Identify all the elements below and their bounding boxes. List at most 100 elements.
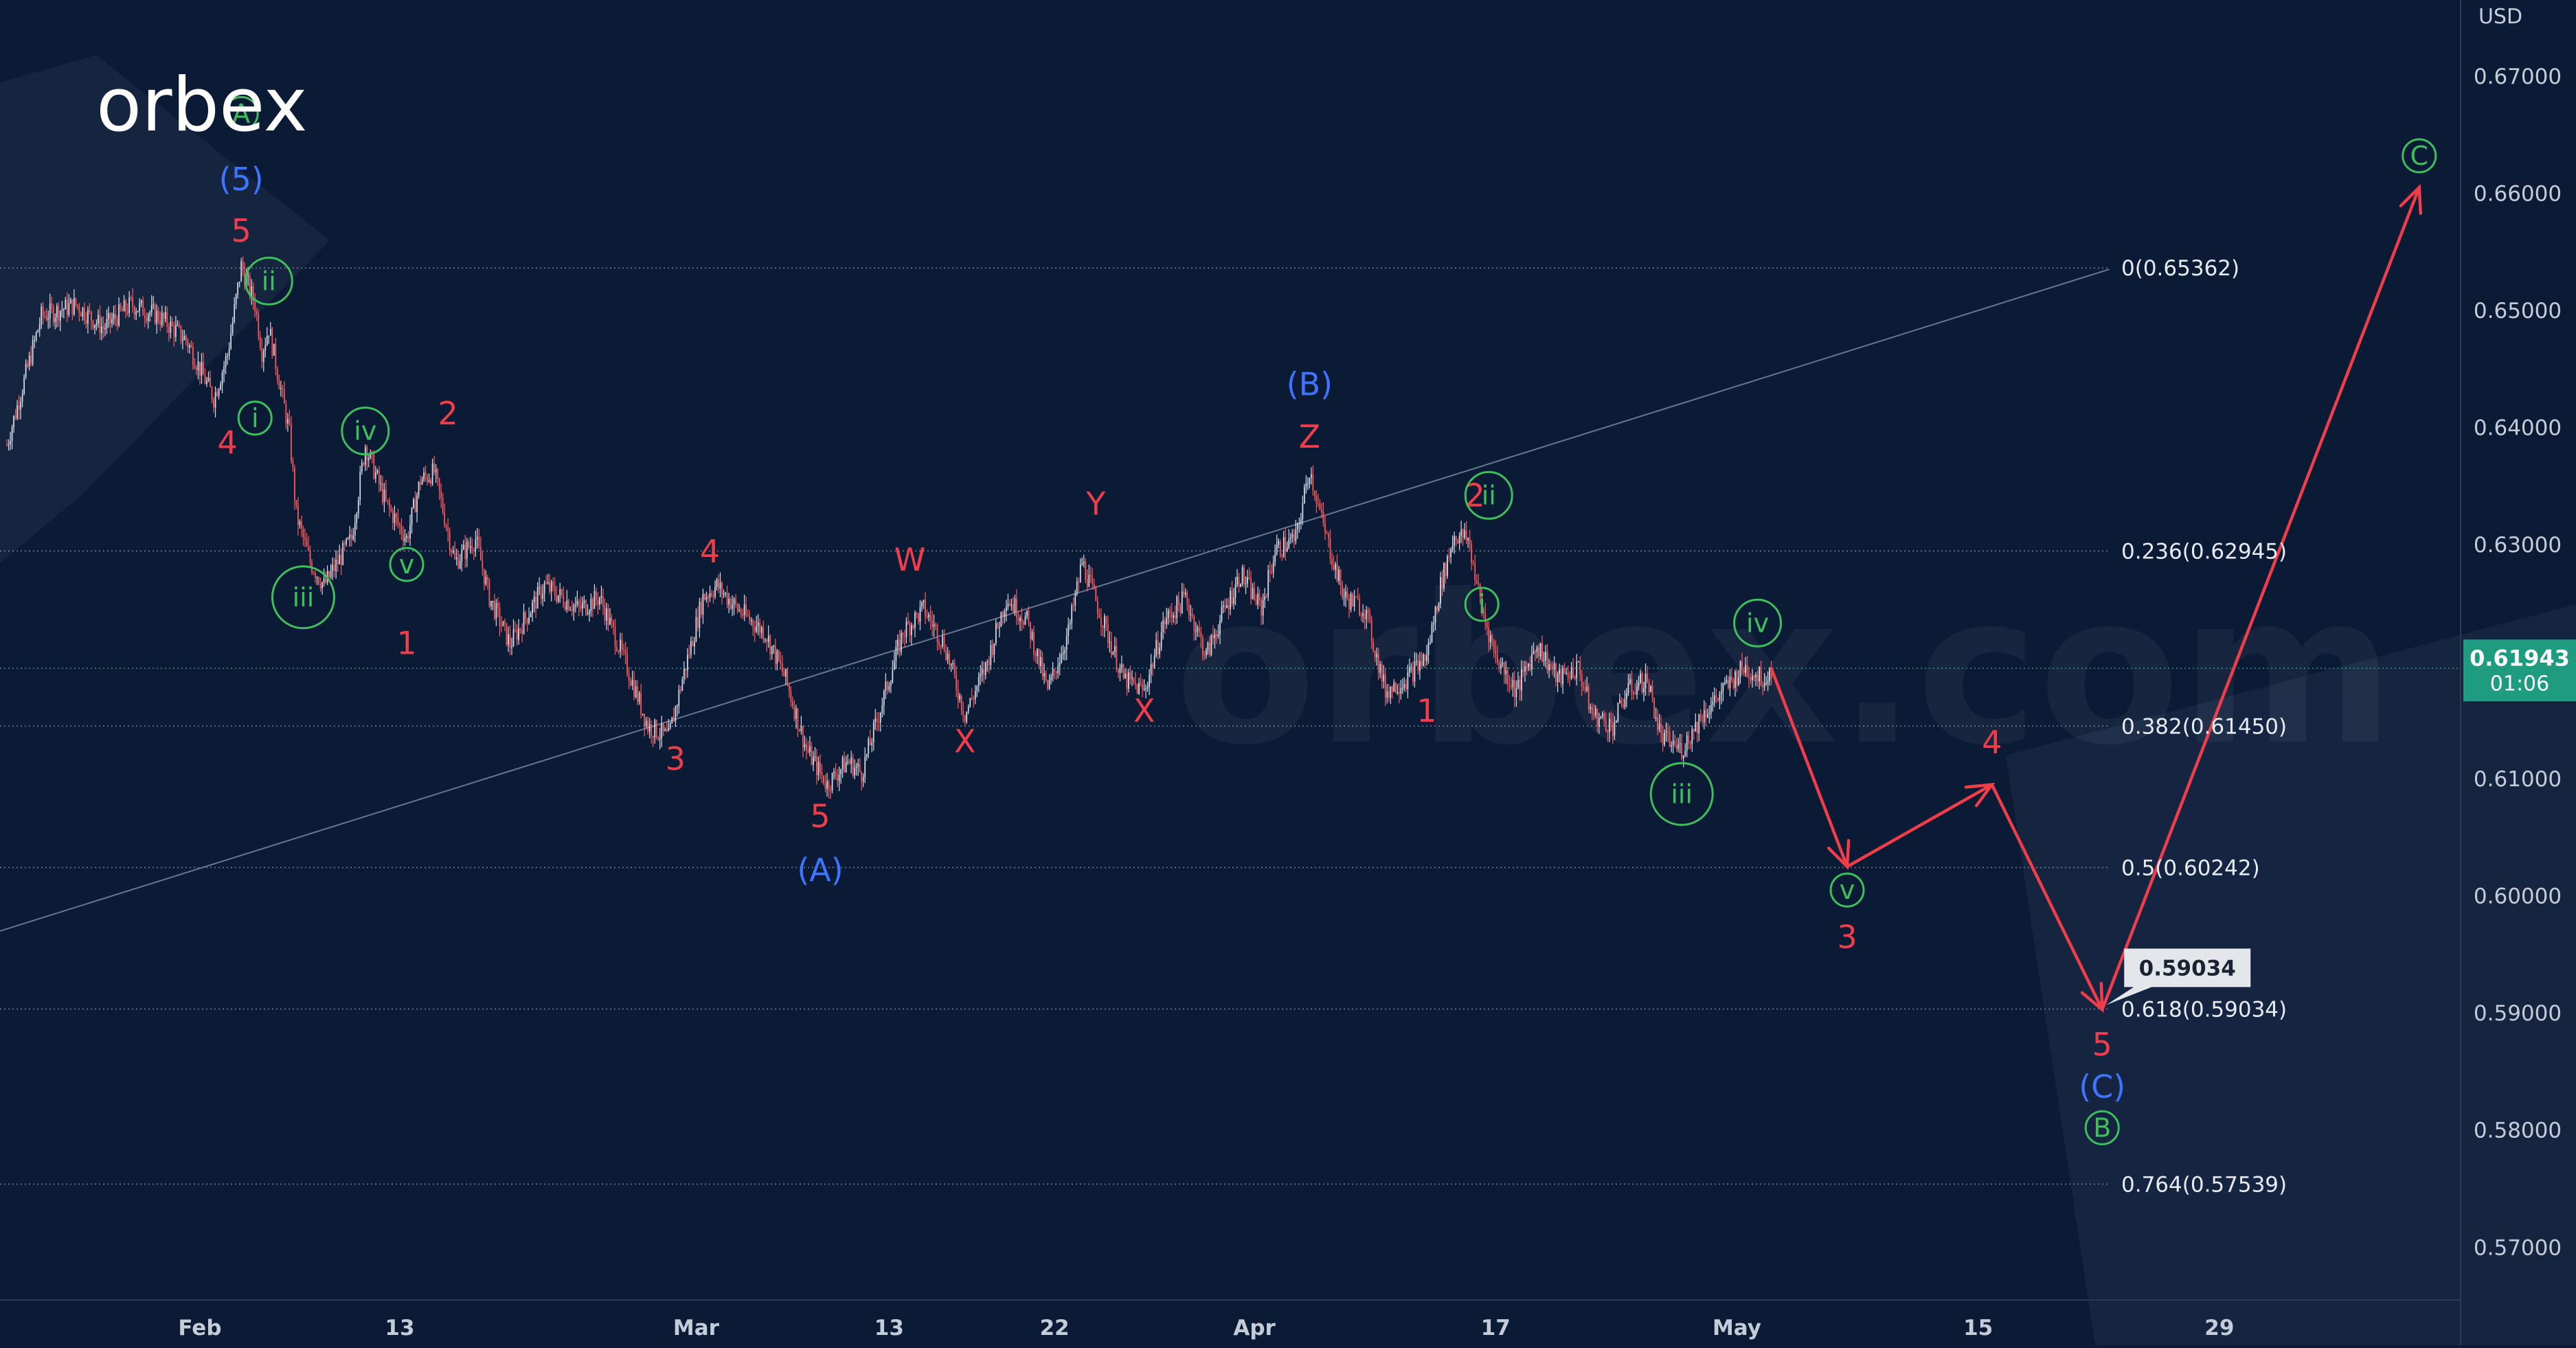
candle-body: [118, 304, 120, 326]
candle-body: [804, 744, 806, 748]
candle-body: [760, 627, 762, 633]
candle-body: [864, 756, 866, 777]
candle-body: [1155, 640, 1157, 656]
candle-body: [1329, 538, 1331, 559]
candle-body: [690, 641, 692, 655]
candle-body: [1024, 616, 1026, 625]
candle-body: [400, 525, 403, 535]
candle-body: [1198, 627, 1200, 633]
candle-body: [1289, 537, 1291, 539]
candle-body: [225, 356, 227, 367]
candle-body: [1146, 687, 1149, 689]
candle-body: [881, 705, 883, 713]
candle-body: [1318, 503, 1319, 505]
candle-body: [433, 463, 435, 473]
candle-body: [240, 261, 242, 282]
forecast-segment: [2101, 185, 2421, 1012]
candle-body: [950, 663, 952, 665]
candle-body: [1107, 624, 1109, 643]
candle-body: [905, 621, 907, 637]
candle-body: [1528, 663, 1529, 667]
candle-body: [705, 597, 708, 600]
candle-body: [1550, 664, 1552, 667]
candle-body: [668, 727, 670, 731]
candle-body: [349, 534, 351, 538]
wave-label-circle: [2084, 1110, 2120, 1145]
wave-label-circle: [1733, 598, 1783, 648]
candle-body: [967, 706, 969, 712]
candle-body: [1681, 743, 1683, 759]
candle-body: [161, 312, 163, 325]
candle-body: [964, 715, 966, 722]
candle-body: [807, 749, 809, 753]
candle-body: [511, 646, 512, 648]
candle-body: [512, 629, 515, 647]
candle-body: [697, 617, 699, 628]
candle-body: [567, 600, 569, 610]
candle-body: [1298, 523, 1300, 525]
ascending-trendline: [0, 269, 2110, 932]
candle-body: [883, 691, 885, 706]
candle-body: [1627, 683, 1629, 694]
candle-body: [743, 604, 745, 616]
candle-body: [407, 536, 409, 538]
candle-body: [1359, 599, 1361, 616]
candle-body: [1541, 643, 1543, 661]
candle-body: [1177, 596, 1179, 605]
candle-body: [1206, 650, 1207, 656]
candle-body: [1390, 687, 1392, 698]
candle-body: [1736, 671, 1738, 685]
candle-body: [8, 444, 10, 446]
candle-body: [732, 604, 733, 609]
candle-body: [921, 602, 923, 607]
candle-body: [1153, 655, 1155, 668]
candle-body: [1111, 641, 1112, 655]
candle-body: [1013, 604, 1014, 613]
candle-body: [986, 661, 988, 662]
wave-label-circle: [271, 565, 335, 630]
candle-body: [144, 315, 146, 319]
candle-body: [1054, 669, 1056, 672]
candle-body: [381, 483, 383, 503]
candle-body: [357, 499, 359, 514]
candle-body: [545, 582, 547, 584]
candle-body: [1038, 648, 1040, 667]
candle-body: [1493, 641, 1495, 651]
candle-body: [521, 629, 523, 635]
candle-body: [137, 310, 139, 312]
candle-body: [231, 321, 234, 334]
candle-body: [1408, 667, 1410, 673]
candle-body: [1667, 731, 1669, 733]
candle-body: [1560, 670, 1562, 685]
candle-body: [1121, 664, 1122, 667]
candle-body: [1131, 678, 1133, 679]
candle-body: [685, 669, 687, 671]
candle-body: [557, 595, 559, 602]
candle-body: [797, 708, 799, 730]
candle-body: [1062, 652, 1064, 655]
candle-body: [1209, 642, 1210, 655]
candle-body: [1286, 547, 1288, 551]
candle-body: [596, 591, 597, 600]
candle-body: [1150, 664, 1152, 675]
candle-body: [1469, 538, 1471, 545]
candle-body: [1303, 487, 1305, 503]
candle-body: [63, 309, 65, 310]
candle-body: [18, 404, 20, 410]
candle-body: [404, 538, 406, 542]
candle-body: [1197, 627, 1199, 631]
candle-body: [559, 589, 561, 595]
candle-body: [716, 579, 718, 587]
candle-body: [973, 698, 975, 700]
candle-body: [929, 614, 931, 621]
candle-body: [1072, 605, 1074, 607]
candle-body: [793, 707, 795, 719]
candle-body: [421, 479, 423, 485]
candle-body: [468, 541, 470, 548]
candle-body: [890, 682, 892, 687]
candle-body: [1619, 700, 1620, 703]
candle-body: [1724, 682, 1726, 684]
candle-body: [1431, 624, 1433, 643]
candle-body: [1271, 572, 1273, 573]
candle-body: [1300, 519, 1302, 523]
